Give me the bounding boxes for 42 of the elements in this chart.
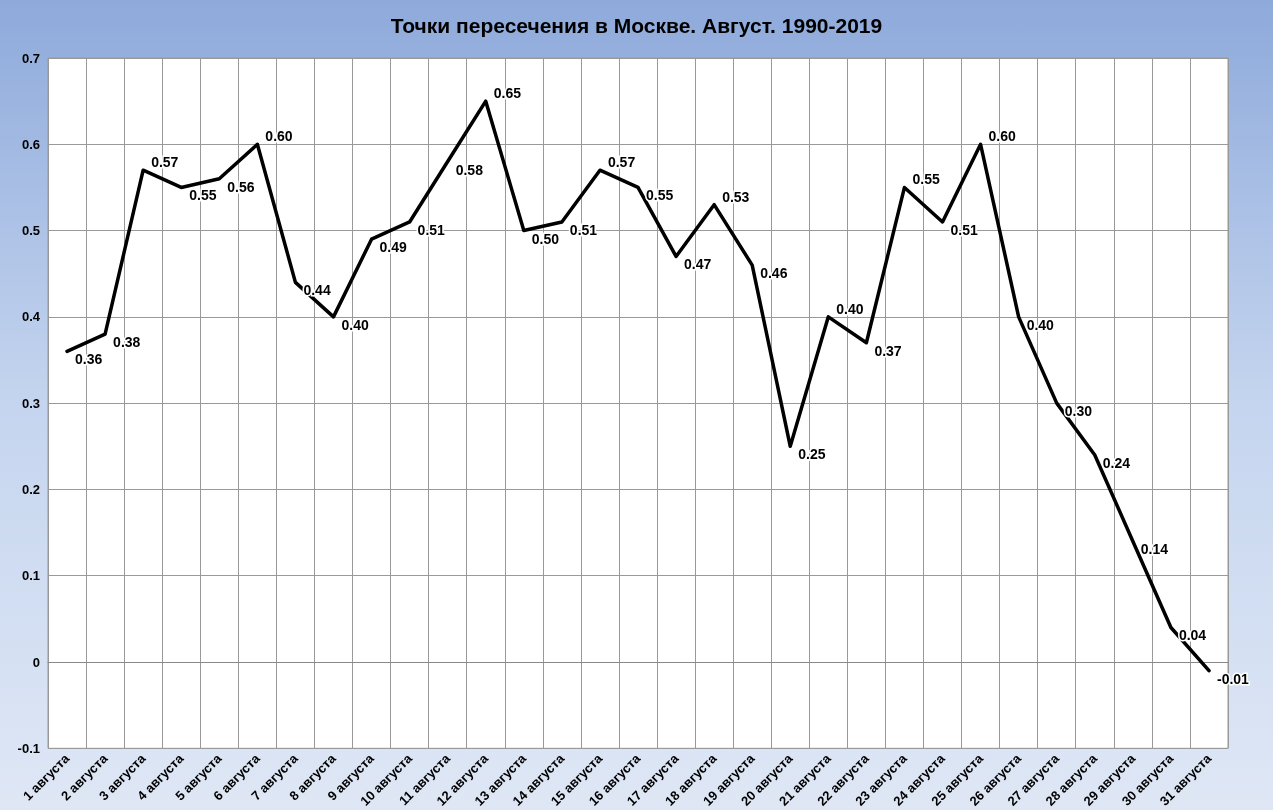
data-label: 0.51 <box>950 221 978 238</box>
data-label: -0.01 <box>1216 670 1250 687</box>
chart-title: Точки пересечения в Москве. Август. 1990-2019 <box>390 14 883 37</box>
data-label: 0.25 <box>798 446 826 463</box>
data-label: 0.38 <box>113 334 141 351</box>
y-tick-label: 0.5 <box>21 223 40 239</box>
data-label: 0.46 <box>760 265 788 282</box>
data-label: 0.37 <box>874 342 902 359</box>
data-label: 0.40 <box>836 300 864 317</box>
data-label: 0.50 <box>531 230 560 247</box>
data-label: 0.40 <box>1026 316 1055 333</box>
data-label: 0.57 <box>151 154 179 171</box>
data-label: 0.56 <box>227 178 255 195</box>
data-label: 0.57 <box>607 154 636 171</box>
data-label: 0.58 <box>455 161 484 178</box>
data-label: 0.24 <box>1102 454 1131 471</box>
data-label: 0.30 <box>1064 403 1093 420</box>
data-label: 0.47 <box>684 256 712 273</box>
data-label: 0.51 <box>417 221 446 238</box>
data-label: 0.14 <box>1140 541 1169 558</box>
data-label: 0.36 <box>75 351 103 368</box>
data-label: 0.55 <box>646 187 674 204</box>
y-tick-label: 0.2 <box>21 481 40 497</box>
y-tick-label: -0.1 <box>17 740 40 756</box>
data-label: 0.49 <box>379 239 408 256</box>
y-tick-label: 0 <box>32 654 40 670</box>
line-series <box>65 99 1211 673</box>
y-tick-label: 0.1 <box>21 568 40 584</box>
data-label: 0.40 <box>341 316 369 333</box>
y-tick-label: 0.6 <box>21 136 40 152</box>
data-label: 0.04 <box>1178 627 1207 644</box>
data-label: 0.60 <box>988 128 1017 145</box>
data-label: 0.55 <box>189 187 217 204</box>
data-label: 0.55 <box>912 171 940 188</box>
data-label: 0.53 <box>722 188 750 205</box>
data-label: 0.44 <box>303 282 331 299</box>
data-label: 0.60 <box>265 128 293 145</box>
y-tick-label: 0.4 <box>21 309 41 325</box>
y-tick-label: 0.3 <box>21 395 40 411</box>
y-tick-label: 0.7 <box>21 50 40 66</box>
data-label: 0.51 <box>569 221 598 238</box>
data-label: 0.65 <box>493 85 522 102</box>
